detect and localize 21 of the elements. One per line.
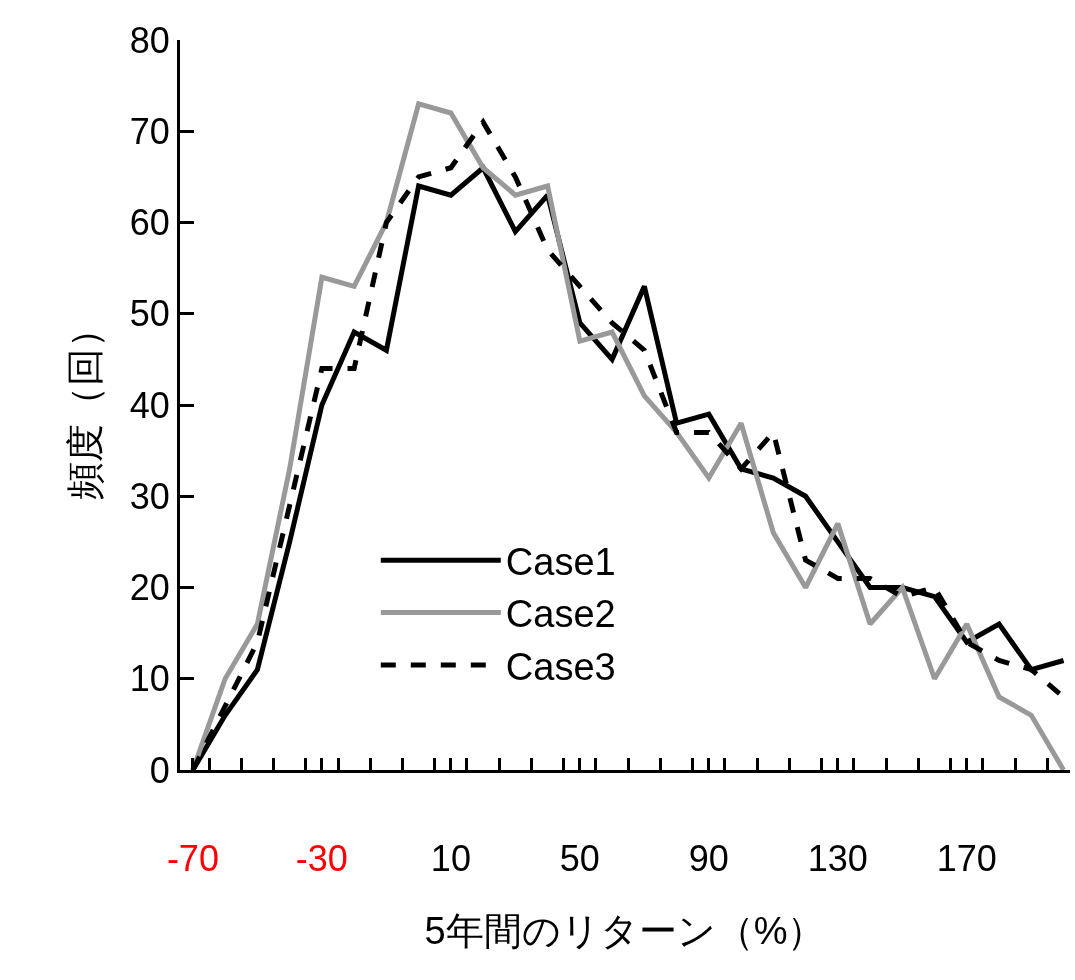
legend-label: Case2 <box>505 593 616 636</box>
x-tick-label: 170 <box>936 838 997 880</box>
y-axis-title: 頻度（回） <box>63 310 106 500</box>
y-tick-label: 20 <box>129 567 170 609</box>
x-tick-label: -30 <box>295 838 348 880</box>
x-tick-label: -70 <box>166 838 219 880</box>
y-tick-label: 80 <box>129 19 170 61</box>
legend-label: Case3 <box>505 645 616 688</box>
x-tick-label: 50 <box>559 838 600 880</box>
y-tick-label: 40 <box>129 384 170 426</box>
legend-label: Case1 <box>505 541 616 584</box>
y-tick-label: 60 <box>129 202 170 244</box>
x-tick-label: 10 <box>430 838 471 880</box>
y-tick-label: 30 <box>129 475 170 517</box>
x-axis-title: 5年間のリターン（%） <box>424 910 826 953</box>
y-tick-label: 0 <box>149 749 170 791</box>
y-tick-label: 50 <box>129 293 170 335</box>
y-tick-label: 10 <box>129 658 170 700</box>
x-tick-label: 90 <box>688 838 729 880</box>
y-tick-label: 70 <box>129 110 170 152</box>
x-tick-label: 130 <box>807 838 868 880</box>
